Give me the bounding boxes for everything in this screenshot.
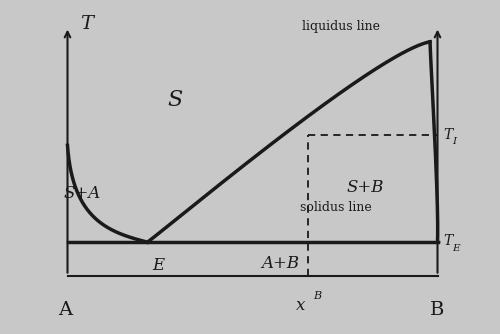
Text: T: T [444,128,453,142]
Text: T: T [80,15,93,33]
Text: S+B: S+B [346,179,384,195]
Text: A+B: A+B [261,256,299,272]
Text: S+A: S+A [64,185,101,202]
Text: S: S [168,89,182,111]
Text: solidus line: solidus line [300,201,372,213]
Text: E: E [452,244,460,253]
Text: B: B [430,301,444,319]
Text: B: B [314,291,322,301]
Text: A: A [58,301,72,319]
Text: T: T [444,234,453,248]
Text: liquidus line: liquidus line [302,20,380,33]
Text: I: I [452,138,456,146]
Text: x: x [296,297,305,314]
Text: E: E [152,257,164,274]
